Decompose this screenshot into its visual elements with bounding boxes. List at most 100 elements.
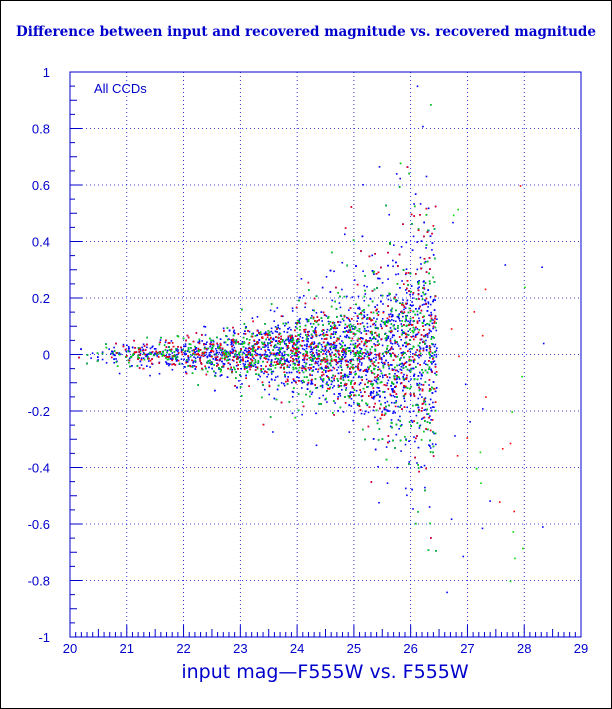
data-point: [298, 319, 300, 322]
data-point: [392, 410, 395, 413]
data-point: [101, 358, 104, 361]
data-point: [97, 359, 99, 361]
data-point: [432, 360, 434, 363]
data-point: [283, 384, 286, 387]
data-point: [275, 352, 278, 354]
data-point: [390, 309, 392, 311]
data-point: [274, 326, 277, 328]
data-point: [125, 350, 128, 353]
data-point: [276, 307, 279, 309]
data-point: [324, 353, 327, 355]
data-point: [409, 319, 412, 322]
data-point: [356, 404, 359, 406]
data-point: [379, 395, 381, 398]
data-point: [399, 320, 401, 322]
data-point: [225, 350, 228, 353]
data-point: [409, 321, 411, 324]
data-point: [401, 331, 404, 334]
data-point: [208, 355, 211, 357]
data-point: [243, 332, 245, 335]
data-point: [415, 414, 418, 417]
data-point: [416, 333, 419, 335]
data-point: [128, 357, 131, 360]
data-point: [278, 347, 280, 349]
data-point: [260, 333, 263, 336]
data-point: [315, 335, 318, 338]
data-point: [416, 313, 419, 316]
data-point: [411, 305, 413, 307]
data-point: [315, 346, 318, 348]
data-point: [226, 344, 229, 346]
data-point: [263, 341, 266, 344]
data-point: [194, 351, 196, 353]
data-point: [140, 364, 143, 366]
data-point: [335, 344, 338, 347]
data-point: [296, 370, 298, 373]
data-point: [330, 383, 333, 386]
data-point: [285, 344, 288, 347]
data-point: [206, 348, 208, 351]
data-point: [331, 376, 333, 379]
data-point: [283, 382, 285, 385]
data-point: [168, 356, 170, 359]
data-point: [291, 355, 293, 357]
data-point: [413, 203, 415, 205]
data-point: [423, 319, 425, 321]
data-point: [301, 387, 303, 389]
data-point: [259, 357, 262, 360]
data-point: [395, 433, 398, 436]
data-point: [423, 284, 425, 287]
data-point: [146, 354, 148, 357]
data-point: [338, 361, 340, 363]
data-point: [300, 380, 302, 382]
data-point: [188, 359, 190, 361]
data-point: [431, 363, 433, 365]
data-point: [282, 315, 284, 318]
data-point: [250, 364, 253, 367]
data-point: [236, 354, 238, 356]
data-point: [394, 328, 397, 330]
data-point: [397, 419, 400, 421]
data-point: [276, 354, 278, 356]
data-point: [349, 320, 351, 322]
data-point: [353, 279, 356, 281]
data-point: [258, 338, 260, 341]
data-point: [192, 362, 194, 364]
data-point: [343, 375, 346, 377]
data-point: [286, 331, 289, 334]
data-point: [321, 337, 323, 340]
data-point: [260, 355, 262, 357]
data-point: [410, 285, 413, 287]
data-point: [428, 314, 430, 316]
data-point: [198, 340, 201, 343]
data-point: [396, 466, 399, 469]
data-point: [264, 351, 267, 353]
data-point: [218, 368, 220, 370]
data-point: [432, 319, 434, 321]
data-point: [365, 368, 368, 371]
data-point: [221, 354, 223, 357]
data-point: [428, 403, 431, 406]
data-point: [389, 320, 391, 322]
data-point: [404, 336, 407, 339]
data-point: [317, 371, 319, 373]
data-point: [334, 402, 336, 404]
data-point: [347, 375, 350, 378]
data-point: [362, 337, 364, 340]
data-point: [267, 348, 269, 351]
data-point: [380, 325, 382, 328]
data-point: [345, 330, 348, 332]
data-point: [334, 344, 336, 347]
data-point: [312, 343, 315, 346]
data-point: [425, 339, 427, 342]
data-point: [287, 337, 290, 339]
data-point: [314, 328, 316, 330]
data-point: [406, 406, 408, 409]
data-point: [228, 358, 231, 361]
data-point: [419, 346, 421, 348]
data-point: [373, 322, 376, 325]
data-point: [296, 342, 299, 344]
data-point: [413, 436, 415, 438]
data-point: [384, 396, 386, 399]
data-point: [390, 299, 392, 302]
